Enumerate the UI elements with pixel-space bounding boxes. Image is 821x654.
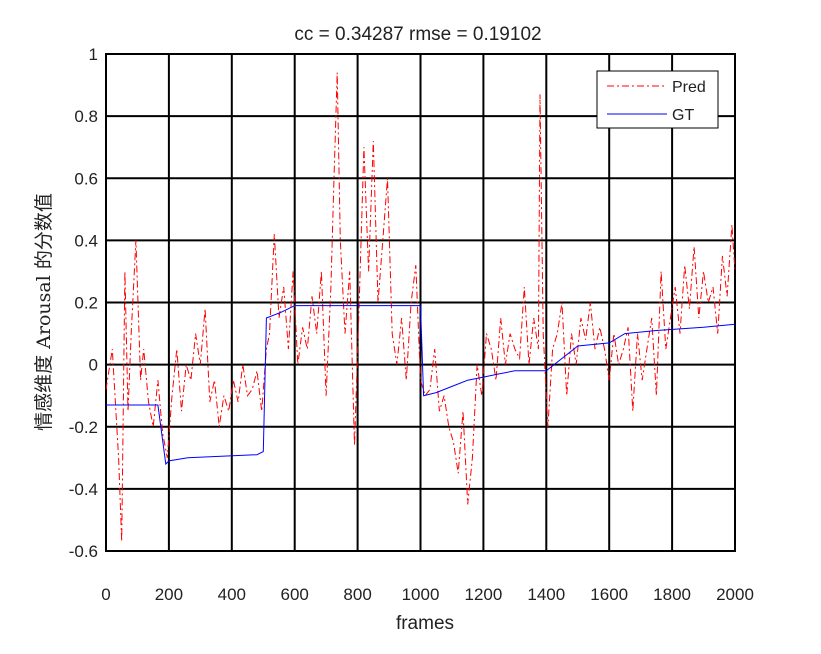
x-tick-label: 600: [281, 585, 309, 604]
x-tick-label: 200: [155, 585, 183, 604]
grid: [106, 54, 735, 551]
x-tick-label: 1200: [464, 585, 502, 604]
y-axis-label: 情感维度 Arousal 的分数值: [33, 193, 55, 431]
legend-box: [596, 70, 719, 129]
y-tick-label: 0: [89, 356, 98, 375]
y-tick-label: -0.6: [69, 542, 98, 561]
x-tick-label: 2000: [716, 585, 754, 604]
x-axis-label: frames: [396, 613, 454, 634]
x-tick-label: 800: [343, 585, 371, 604]
x-tick-label: 1000: [402, 585, 440, 604]
y-tick-label: 0.8: [74, 107, 98, 126]
chart-title: cc = 0.34287 rmse = 0.19102: [294, 24, 541, 45]
x-tick-label: 400: [218, 585, 246, 604]
y-tick-label: 0.6: [74, 169, 98, 188]
series-line-gt: [106, 305, 736, 466]
x-tick-label: 1600: [590, 585, 628, 604]
y-tick-label: 0.2: [74, 294, 98, 313]
legend-pred-label: Pred: [672, 79, 706, 96]
x-tick-label: 1400: [527, 585, 565, 604]
x-tick-label: 1800: [653, 585, 691, 604]
series-layer: [105, 72, 736, 542]
x-tick-label: 0: [101, 585, 110, 604]
legend-gt-label: GT: [672, 107, 694, 124]
y-tick-labels: 1 0.8 0.6 0.4 0.2 0 -0.2 -0.4 -0.6: [69, 45, 98, 561]
y-tick-label: 1: [89, 45, 98, 64]
series-line-pred: [105, 72, 736, 542]
legend: Pred GT: [596, 70, 719, 129]
y-tick-label: -0.4: [69, 480, 98, 499]
y-tick-label: -0.2: [69, 418, 98, 437]
plot-frame: [105, 53, 736, 552]
x-tick-labels: 0 200 400 600 800 1000 1200 1400 1600 1800 2000: [101, 585, 754, 604]
y-tick-label: 0.4: [74, 231, 98, 250]
